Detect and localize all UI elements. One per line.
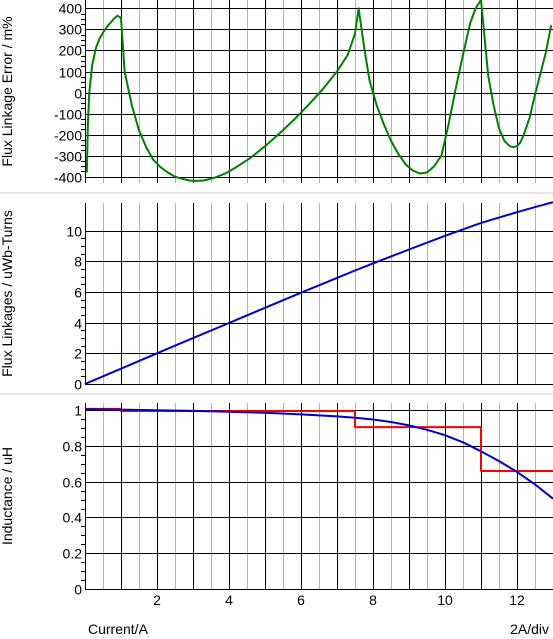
y-tick-label: -100 [54, 107, 82, 123]
x-tick-label: 8 [369, 592, 377, 608]
y-tick-label: -300 [54, 149, 82, 165]
y-tick-label: 0 [74, 377, 82, 393]
x-scale-label: 2A/div [510, 621, 549, 637]
y-tick-label: 6 [74, 285, 82, 301]
y-tick-label: 0.2 [63, 546, 83, 562]
series-line [84, 408, 553, 500]
panel-2: 0 2 4 6 8 10 Flux Linkages / uWb-Turns [0, 201, 553, 393]
x-axis-label: Current/A [88, 621, 148, 637]
y-tick-label: 2 [74, 346, 82, 362]
y-tick-label: 100 [59, 65, 83, 81]
series-line [85, 0, 553, 182]
y-tick-label: 200 [59, 43, 83, 59]
y-tick-label: 0.8 [63, 439, 83, 455]
x-tick-label: 6 [297, 592, 305, 608]
x-tick-label: 10 [437, 592, 453, 608]
y-tick-label: 400 [59, 1, 83, 17]
y-tick-label: 0 [74, 582, 82, 598]
y-tick-label: 1 [74, 403, 82, 419]
panel-1: -400 -300 -200 -100 0 100 200 300 400 Flux Linkag… [0, 0, 553, 186]
y-tick-label: 4 [74, 316, 82, 332]
y-tick-label: 0.4 [63, 510, 83, 526]
y-tick-label: 300 [59, 22, 83, 38]
y-tick-label: 8 [74, 254, 82, 270]
y-axis-label: Flux Linkage Error / m% [0, 16, 15, 166]
y-axis-label: Flux Linkages / uWb-Turns [0, 210, 15, 377]
y-axis-label: Inductance / uH [0, 447, 15, 545]
y-tick-label: -200 [54, 128, 82, 144]
y-tick-label: 0 [74, 86, 82, 102]
x-tick-label: 4 [225, 592, 233, 608]
x-tick-label: 12 [509, 592, 525, 608]
x-tick-label: 2 [153, 592, 161, 608]
y-tick-label: 10 [66, 224, 82, 240]
y-tick-label: -400 [54, 170, 82, 186]
series-line [84, 201, 553, 385]
y-tick-label: 0.6 [63, 475, 83, 491]
